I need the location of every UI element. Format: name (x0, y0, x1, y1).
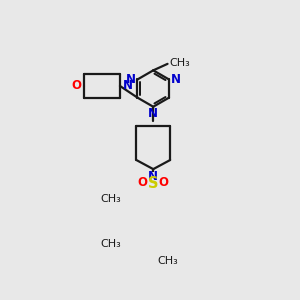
Text: CH₃: CH₃ (100, 194, 121, 204)
Text: N: N (148, 170, 158, 183)
Text: CH₃: CH₃ (169, 58, 190, 68)
Text: N: N (125, 73, 136, 86)
Text: N: N (171, 73, 181, 86)
Text: S: S (148, 176, 158, 191)
Text: O: O (138, 176, 148, 189)
Text: O: O (71, 80, 81, 92)
Text: O: O (159, 176, 169, 189)
Text: CH₃: CH₃ (100, 239, 121, 249)
Text: CH₃: CH₃ (158, 256, 178, 266)
Text: N: N (122, 80, 133, 92)
Text: N: N (148, 107, 158, 120)
